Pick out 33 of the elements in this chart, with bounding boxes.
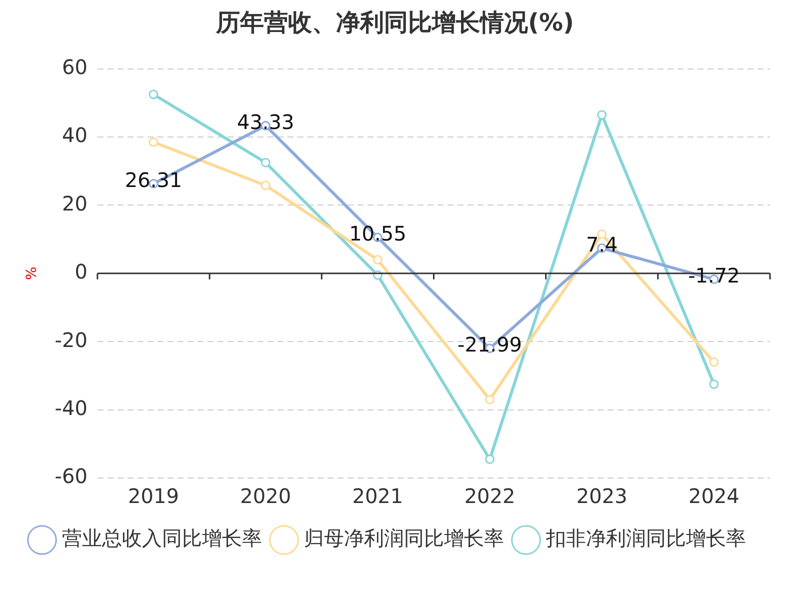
x-tick-label: 2022 xyxy=(464,484,516,508)
point xyxy=(260,158,270,168)
y-tick-label: 20 xyxy=(62,191,88,216)
point xyxy=(597,110,607,120)
legend-label: 扣非净利润同比增长率 xyxy=(545,526,746,550)
y-tick-label: -60 xyxy=(54,464,88,488)
legend-label: 营业总收入同比增长率 xyxy=(62,526,262,550)
y-tick-label: 40 xyxy=(62,123,88,148)
point xyxy=(148,90,158,100)
x-tick-label: 2019 xyxy=(128,484,179,508)
legend-label: 归母净利润同比增长率 xyxy=(304,526,504,550)
point xyxy=(485,394,495,404)
point xyxy=(485,454,495,464)
data-label: -21.99 xyxy=(458,332,522,357)
x-tick-label: 2021 xyxy=(352,484,404,508)
point xyxy=(709,379,719,389)
y-axis-title: % xyxy=(24,266,40,280)
x-tick-label: 2020 xyxy=(240,484,292,508)
y-tick-label: 60 xyxy=(62,55,88,80)
data-label: 10.55 xyxy=(349,222,406,246)
point xyxy=(148,137,158,147)
y-tick-label: -20 xyxy=(54,328,88,352)
data-label: 43.33 xyxy=(236,110,294,134)
point xyxy=(709,357,719,367)
data-label: 7.4 xyxy=(586,232,618,256)
y-tick-label: 0 xyxy=(74,260,88,284)
point xyxy=(260,180,270,190)
x-tick-label: 2023 xyxy=(576,484,628,508)
y-tick-label: -40 xyxy=(54,396,88,420)
chart-title: 历年营收、净利同比增长情况(%) xyxy=(215,8,574,37)
x-tick-label: 2024 xyxy=(688,484,740,508)
data-label: 26.31 xyxy=(124,168,182,192)
point xyxy=(372,255,382,265)
